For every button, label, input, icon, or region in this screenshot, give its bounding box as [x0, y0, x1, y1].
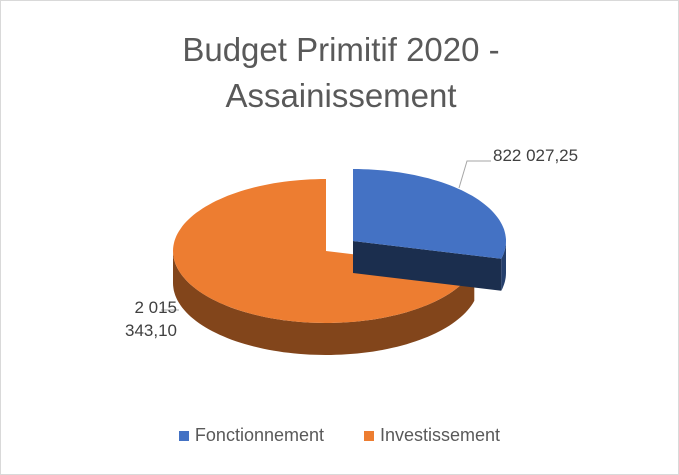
chart-title: Budget Primitif 2020 - Assainissement — [182, 31, 500, 114]
legend-swatch — [364, 430, 374, 441]
slice-side — [501, 241, 506, 291]
data-label: 822 027,25 — [493, 146, 579, 165]
slice — [353, 169, 506, 259]
legend-swatch — [178, 430, 189, 441]
legend-label: Investissement — [380, 425, 501, 445]
legend-item: Fonctionnement — [178, 425, 324, 446]
data-label: 2 015 343,10 — [125, 298, 177, 340]
legend: Fonctionnement Investissement — [1, 425, 678, 446]
leader-line — [458, 160, 491, 189]
slice-side — [173, 251, 475, 355]
slice-cut-face — [353, 241, 502, 291]
legend-label: Fonctionnement — [194, 425, 324, 445]
legend-item: Investissement — [364, 425, 500, 446]
slice — [173, 179, 475, 323]
